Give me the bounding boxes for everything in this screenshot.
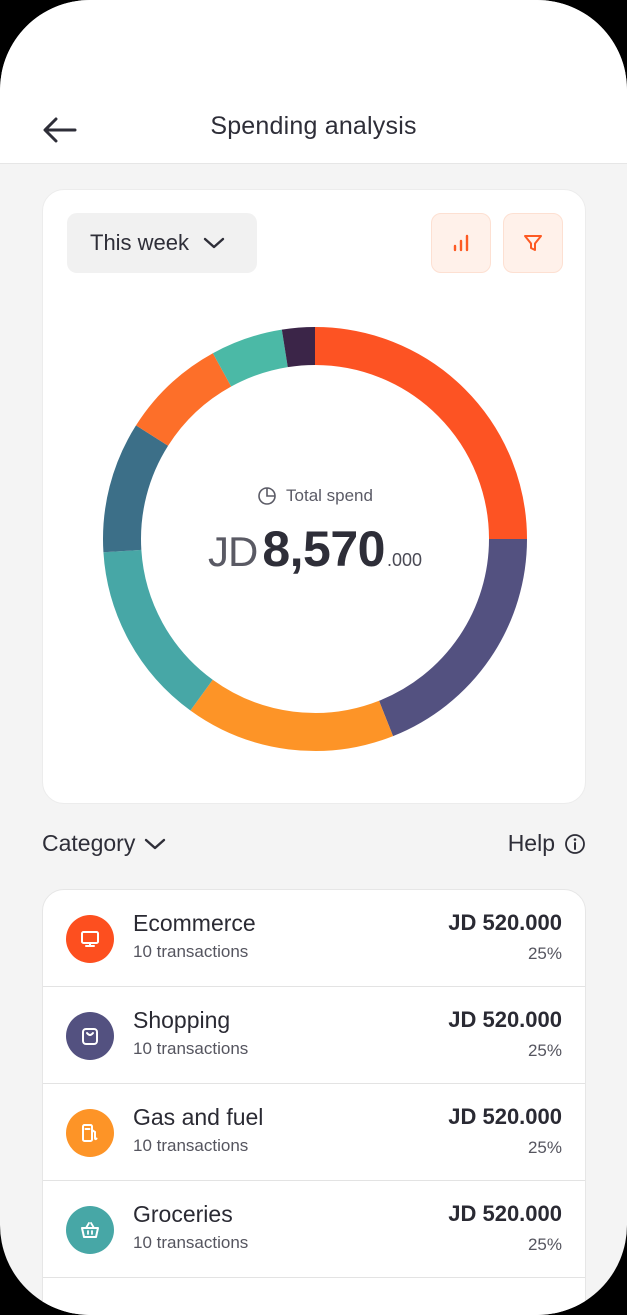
category-name: Gas and fuel [133, 1104, 264, 1130]
category-badge [66, 1206, 114, 1254]
transaction-count: 10 transactions [133, 1136, 249, 1155]
category-row-groceries[interactable]: Groceries 10 transactions JD 520.000 25% [43, 1181, 585, 1278]
transaction-count: 10 transactions [133, 942, 249, 961]
arrow-left-icon [43, 117, 77, 143]
donut-slice-5 [103, 425, 169, 553]
total-spend-label: Total spend [286, 486, 373, 505]
donut-slice-7 [212, 329, 289, 387]
total-spend-value: 8,570 [262, 521, 385, 577]
donut-slice-1 [314, 327, 527, 540]
category-badge [66, 1012, 114, 1060]
bar-chart-icon [453, 234, 469, 252]
category-percent: 25% [527, 1235, 562, 1254]
help-button[interactable]: Help [508, 830, 586, 857]
basket-icon [81, 1222, 99, 1238]
category-badge [66, 1109, 114, 1157]
monitor-icon [81, 931, 99, 947]
shopping-bag-icon [82, 1028, 98, 1045]
page-title: Spending analysis [210, 112, 417, 140]
category-row-ecommerce[interactable]: Ecommerce 10 transactions JD 520.000 25% [43, 890, 585, 987]
category-name: Shopping [133, 1007, 231, 1033]
category-percent: 25% [527, 1041, 562, 1060]
category-dropdown[interactable]: Category [42, 830, 166, 857]
transaction-count: 10 transactions [133, 1039, 249, 1058]
period-dropdown[interactable]: This week [67, 213, 257, 273]
spending-donut-chart [103, 327, 527, 751]
category-bar: Category Help [42, 830, 586, 864]
donut-slice-8 [281, 327, 316, 368]
category-badge [66, 915, 114, 963]
back-button[interactable] [38, 108, 82, 152]
help-label: Help [507, 830, 555, 856]
total-spend-currency: JD [207, 528, 258, 575]
filter-icon [524, 235, 542, 251]
donut-slice-2 [378, 538, 527, 737]
pie-chart-icon [258, 487, 276, 505]
transaction-count: 10 transactions [133, 1233, 249, 1252]
category-percent: 25% [527, 1138, 562, 1157]
total-spend-decimals: .000 [386, 550, 422, 570]
filter-button[interactable] [503, 213, 563, 273]
period-label: This week [90, 230, 190, 255]
category-name: Ecommerce [133, 910, 256, 936]
category-row-shopping[interactable]: Shopping 10 transactions JD 520.000 25% [43, 987, 585, 1084]
chevron-down-icon [144, 837, 166, 851]
donut-slice-3 [190, 679, 394, 751]
app-header: Spending analysis [0, 0, 627, 164]
category-percent: 25% [527, 944, 562, 963]
chevron-down-icon [203, 236, 225, 250]
donut-slice-6 [136, 353, 232, 447]
info-icon [564, 833, 586, 855]
total-spend-label-row: Total spend [43, 486, 587, 506]
bar-chart-view-button[interactable] [431, 213, 491, 273]
category-row-next[interactable] [43, 1278, 585, 1315]
fuel-pump-icon [82, 1124, 98, 1142]
total-spend-amount: JD 8,570 .000 [43, 520, 587, 578]
chart-card: This week Total spend JD [42, 189, 586, 804]
category-name: Groceries [133, 1201, 233, 1227]
category-amount: JD 520.000 [448, 1201, 562, 1226]
category-amount: JD 520.000 [448, 910, 562, 935]
category-amount: JD 520.000 [448, 1104, 562, 1129]
category-row-gas-and-fuel[interactable]: Gas and fuel 10 transactions JD 520.000 … [43, 1084, 585, 1181]
category-label: Category [42, 830, 136, 856]
donut-slice-4 [103, 549, 214, 711]
category-amount: JD 520.000 [448, 1007, 562, 1032]
category-list: Ecommerce 10 transactions JD 520.000 25%… [42, 889, 586, 1315]
